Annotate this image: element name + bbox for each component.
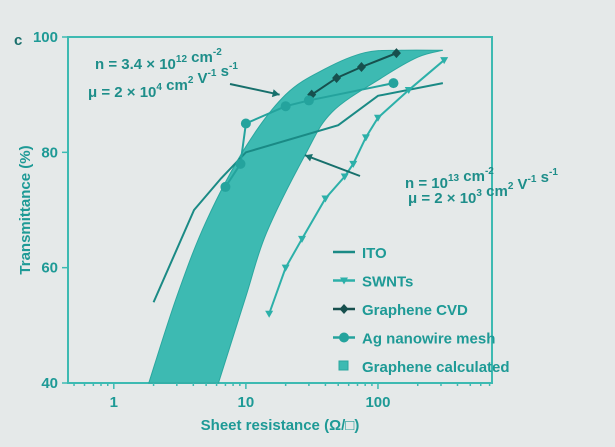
annotation-part: V [193, 70, 207, 87]
series-swnts [265, 57, 449, 318]
swnts-point [440, 57, 449, 65]
legend-item: ITO [333, 245, 387, 262]
legend-item: Graphene CVD [333, 302, 468, 319]
annotation-part: V [513, 176, 527, 193]
annotation-part: s [216, 63, 229, 80]
annotation-part: μ = 2 × 10 [88, 84, 156, 101]
annotation-part: n = 3.4 × 10 [95, 56, 176, 73]
ag-nanowire-mesh-point [240, 118, 251, 129]
axes-layer: 1 10 100 40 60 80 100 [33, 29, 491, 411]
legend-item: Graphene calculated [338, 359, 510, 376]
annotation-arrow [304, 154, 361, 177]
y-axis-label: Transmittance (%) [17, 145, 34, 274]
series-graphene-cvd [307, 48, 401, 100]
superscript: -1 [208, 68, 217, 79]
ag-nanowire-mesh-point [280, 101, 291, 112]
legend-swatch [338, 360, 349, 371]
legend-marker [340, 277, 348, 285]
graphene-cvd-point [356, 61, 366, 72]
legend: ITO SWNTs Graphene CVD Ag nanowire mesh Grap… [333, 245, 510, 376]
legend-label: SWNTs [362, 274, 413, 291]
legend-label: ITO [362, 245, 387, 262]
x-tick-label: 100 [365, 394, 390, 411]
annotation-arrow [229, 83, 280, 96]
y-tick-label: 100 [33, 29, 58, 46]
swnts-point [349, 160, 358, 168]
swnts-line [268, 59, 445, 315]
superscript: -1 [229, 61, 238, 72]
ag-nanowire-mesh-point [220, 181, 231, 192]
swnts-point [404, 87, 413, 95]
y-tick-label: 60 [41, 260, 58, 277]
graphene-calculated-area [148, 49, 444, 384]
annotation-text: μ = 2 × 103 cm2 V-1 s-1 [408, 167, 558, 207]
annotation-part: μ = 2 × 10 [408, 190, 476, 207]
swnts-point [265, 310, 274, 318]
plot-frame [67, 36, 493, 384]
series-layer [152, 48, 449, 318]
series-ag-nanowire-mesh [220, 78, 399, 192]
superscript: 13 [448, 173, 460, 184]
legend-item: SWNTs [333, 274, 413, 291]
legend-label: Ag nanowire mesh [362, 331, 495, 348]
superscript: 4 [156, 82, 162, 93]
x-axis-label: Sheet resistance (Ω/□) [201, 417, 360, 434]
y-tick-label: 80 [41, 144, 58, 161]
y-tick-label: 40 [41, 375, 58, 392]
swnts-point [373, 114, 382, 122]
arrow-head-icon [271, 89, 280, 98]
annotation-part: cm [162, 77, 188, 94]
series-ito [152, 82, 444, 303]
ag-nanowire-mesh-point [303, 95, 314, 106]
superscript: 2 [508, 181, 514, 192]
x-tick-label: 1 [110, 394, 118, 411]
annotation-part: cm [459, 168, 485, 185]
legend-label: Graphene CVD [362, 302, 468, 319]
annotation-part: n = 10 [405, 175, 448, 192]
graphene-cvd-point [332, 72, 342, 83]
superscript: -1 [549, 167, 558, 178]
panel-label: c [14, 32, 22, 49]
ag-nanowire-mesh-point [235, 158, 246, 169]
annotation-part: cm [187, 49, 213, 66]
swnts-point [298, 235, 307, 243]
superscript: 3 [476, 188, 482, 199]
graphene-cvd-line [311, 52, 397, 96]
superscript: -1 [528, 174, 537, 185]
annotation-text: μ = 2 × 104 cm2 V-1 s-1 [88, 61, 238, 101]
swnts-point [340, 173, 349, 181]
annotations: n = 3.4 × 1012 cm-2μ = 2 × 104 cm2 V-1 s… [88, 47, 558, 207]
legend-item: Ag nanowire mesh [333, 331, 495, 348]
swnts-point [361, 134, 370, 142]
x-tick-label: 10 [238, 394, 255, 411]
ag-nanowire-mesh-point [388, 78, 399, 89]
graphene-calculated-band [148, 49, 444, 384]
superscript: -2 [485, 166, 494, 177]
annotation-text: n = 1013 cm-2 [405, 166, 494, 192]
legend-marker [339, 332, 349, 343]
superscript: -2 [213, 47, 222, 58]
legend-label: Graphene calculated [362, 359, 510, 376]
annotation-part: s [536, 169, 549, 186]
legend-marker [339, 304, 349, 314]
arrow-head-icon [304, 153, 313, 162]
swnts-point [321, 195, 330, 203]
superscript: 2 [188, 75, 194, 86]
graphene-cvd-point [391, 48, 401, 59]
swnts-point [281, 264, 290, 272]
ito-line [152, 82, 444, 303]
superscript: 12 [176, 54, 188, 65]
annotation-part: cm [482, 183, 508, 200]
annotation-text: n = 3.4 × 1012 cm-2 [95, 47, 222, 73]
